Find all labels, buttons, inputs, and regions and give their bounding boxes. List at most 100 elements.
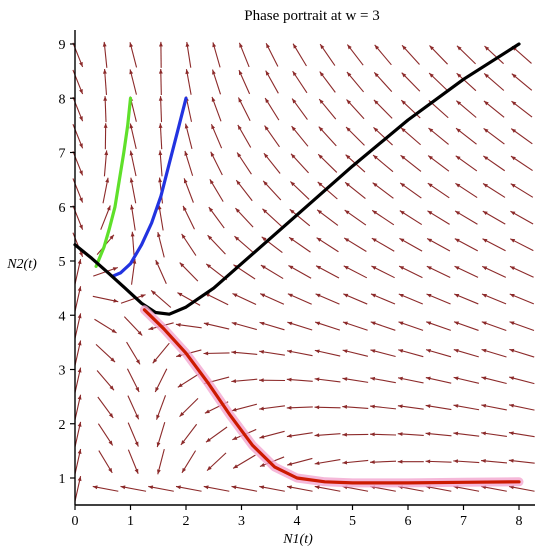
field-arrow-head xyxy=(77,476,82,482)
field-arrow-head xyxy=(481,431,486,436)
y-tick-label: 9 xyxy=(59,38,66,53)
field-arrow-head xyxy=(370,432,375,437)
field-arrow-head xyxy=(77,340,82,346)
field-arrow-head xyxy=(292,71,297,77)
field-arrow-head xyxy=(77,367,82,373)
field-arrow-head xyxy=(233,464,239,469)
field-arrow-head xyxy=(184,123,189,129)
field-arrow-head xyxy=(314,349,320,354)
field-arrow-head xyxy=(185,42,190,47)
x-tick-label: 5 xyxy=(349,514,356,529)
field-arrow-head xyxy=(259,321,265,326)
trajectory-glow xyxy=(139,305,524,488)
trajectory-2 xyxy=(73,42,521,316)
field-arrow-head xyxy=(428,127,434,133)
field-arrow-head xyxy=(185,69,190,75)
field-arrow-head xyxy=(105,177,110,183)
field-arrow-head xyxy=(259,406,264,411)
field-arrow-head xyxy=(231,350,237,355)
field-arrow-head xyxy=(109,234,114,240)
field-arrow-head xyxy=(342,377,348,381)
field-arrow-head xyxy=(156,442,161,448)
field-arrow-head xyxy=(129,123,134,129)
field-arrow-head xyxy=(456,45,462,51)
field-arrow-head xyxy=(158,68,163,74)
field-arrow-head xyxy=(288,265,294,270)
field-arrow-head xyxy=(152,358,158,364)
field-arrow-head xyxy=(289,209,295,214)
field-arrow-head xyxy=(286,405,292,410)
y-tick-label: 8 xyxy=(59,92,66,107)
field-arrow-head xyxy=(79,116,83,122)
field-arrow-head xyxy=(203,485,209,490)
field-arrow-head xyxy=(265,70,270,76)
field-arrow-head xyxy=(453,459,459,464)
field-arrow-head xyxy=(317,181,323,187)
field-arrow-head xyxy=(346,71,352,77)
field-arrow-head xyxy=(370,349,376,353)
field-arrow-head xyxy=(158,41,163,47)
field-arrow-head xyxy=(399,238,405,243)
field-arrow-head xyxy=(509,321,515,326)
field-arrow-head xyxy=(236,180,241,186)
field-arrow-head xyxy=(208,207,214,212)
field-arrow-head xyxy=(103,96,108,101)
field-arrow-head xyxy=(397,404,403,409)
field-arrow-head xyxy=(343,293,349,298)
field-arrow-head xyxy=(344,210,350,215)
field-arrow-head xyxy=(319,99,324,104)
field-arrow-head xyxy=(266,43,270,49)
field-arrow-head xyxy=(205,437,211,443)
field-arrow-head xyxy=(482,211,488,216)
field-arrow-head xyxy=(155,387,160,392)
field-arrow-head xyxy=(203,322,209,327)
field-arrow-head xyxy=(79,89,83,95)
field-arrow-head xyxy=(130,204,134,210)
field-arrow-head xyxy=(315,321,321,326)
y-tick-label: 6 xyxy=(59,201,66,216)
field-arrow-head xyxy=(231,407,237,412)
field-arrow-head xyxy=(454,238,460,243)
field-arrow-head xyxy=(481,348,487,353)
field-arrow-head xyxy=(79,224,83,230)
field-arrow-head xyxy=(77,449,82,454)
field-arrow-head xyxy=(263,153,269,159)
x-tick-label: 8 xyxy=(516,514,523,529)
trajectory-3 xyxy=(142,308,521,485)
y-tick-label: 3 xyxy=(59,364,66,379)
field-arrow-head xyxy=(259,434,265,439)
field-arrow-head xyxy=(425,459,431,464)
field-arrow-head xyxy=(345,154,351,160)
field-arrow-head xyxy=(137,330,143,336)
field-arrow-head xyxy=(237,152,242,158)
field-arrow-head xyxy=(183,178,188,184)
field-arrow-head xyxy=(110,357,116,363)
field-arrow-head xyxy=(260,293,266,298)
field-arrow-head xyxy=(456,100,462,106)
field-arrow-head xyxy=(212,69,216,75)
field-arrow-head xyxy=(509,293,515,298)
field-arrow-head xyxy=(129,177,134,183)
field-arrow-head xyxy=(176,353,182,358)
field-arrow-head xyxy=(371,266,377,270)
field-arrow-head xyxy=(231,485,237,490)
field-arrow-head xyxy=(207,235,213,240)
field-arrow-head xyxy=(484,46,490,51)
field-arrow-head xyxy=(206,263,212,269)
field-arrow-head xyxy=(134,414,139,420)
x-tick-label: 1 xyxy=(127,514,134,529)
field-arrow-head xyxy=(429,45,435,51)
field-arrow-head xyxy=(203,351,209,356)
field-arrow-head xyxy=(264,125,269,131)
field-arrow-head xyxy=(235,208,240,213)
field-arrow-head xyxy=(510,156,516,161)
field-arrow-head xyxy=(373,99,379,105)
trajectory-1 xyxy=(111,96,188,278)
field-arrow-head xyxy=(482,238,488,243)
field-arrow-head xyxy=(319,71,325,77)
field-arrow-head xyxy=(482,293,487,298)
field-arrow-head xyxy=(316,237,322,242)
field-arrow-head xyxy=(374,72,379,78)
field-arrow-head xyxy=(456,73,462,78)
field-arrow-head xyxy=(79,197,83,203)
